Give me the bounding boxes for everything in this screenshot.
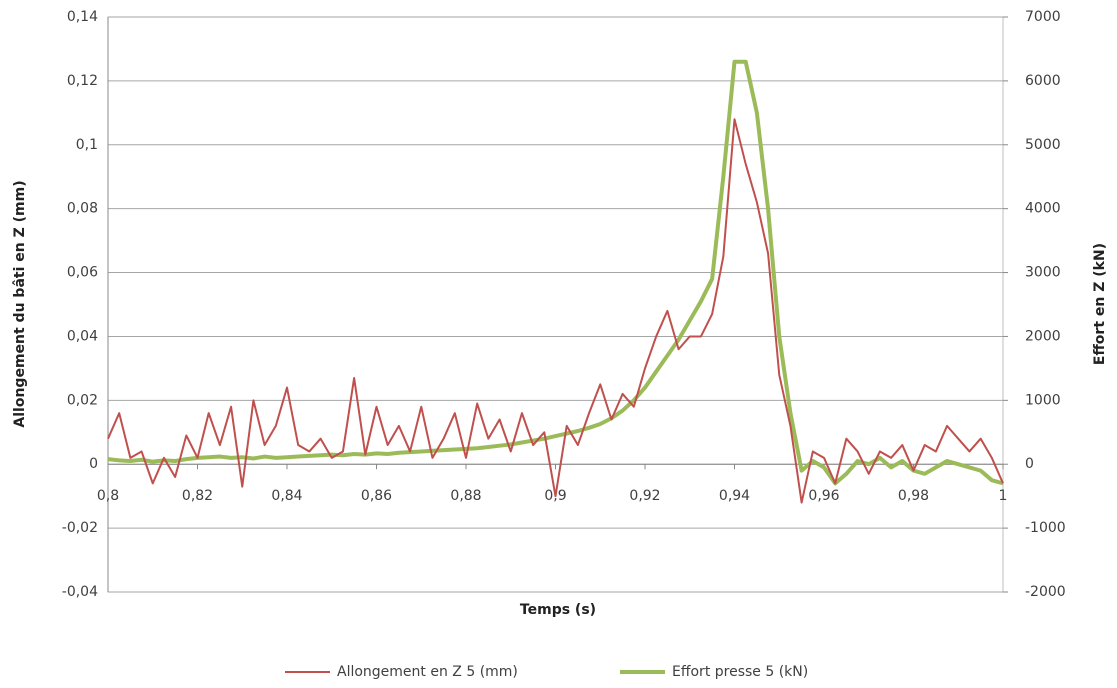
series-line <box>107 59 1004 486</box>
y2-tick-label: 6000 <box>1025 73 1061 89</box>
series-line <box>107 118 1004 504</box>
x-tick-label: 0,86 <box>361 488 392 504</box>
plot-area <box>107 16 1004 593</box>
y-tick-label: 0,06 <box>67 265 98 281</box>
legend-label: Allongement en Z 5 (mm) <box>337 664 518 680</box>
x-tick-label: 0,92 <box>629 488 660 504</box>
x-tick-label: 0,84 <box>271 488 302 504</box>
x-axis-title: Temps (s) <box>520 602 596 618</box>
y-tick-label: 0,12 <box>67 73 98 89</box>
x-tick-label: 0,88 <box>450 488 481 504</box>
y-tick-label: 0,08 <box>67 201 98 217</box>
y-axis-title: Allongement du bâti en Z (mm) <box>12 180 28 427</box>
x-tick-label: 0,98 <box>898 488 929 504</box>
x-tick-label: 0,8 <box>97 488 119 504</box>
x-tick-label: 0,96 <box>808 488 839 504</box>
y2-tick-label: 5000 <box>1025 137 1061 153</box>
y-tick-label: -0,02 <box>62 520 98 536</box>
legend-label: Effort presse 5 (kN) <box>672 664 808 680</box>
y2-tick-label: -2000 <box>1025 584 1066 600</box>
y2-axis-title: Effort en Z (kN) <box>1092 243 1108 365</box>
y2-tick-label: 3000 <box>1025 265 1061 281</box>
y2-tick-label: 4000 <box>1025 201 1061 217</box>
y2-tick-label: 2000 <box>1025 328 1061 344</box>
y2-tick-label: 7000 <box>1025 9 1061 25</box>
y-tick-label: 0,04 <box>67 328 98 344</box>
y-tick-label: 0 <box>89 456 98 472</box>
y2-tick-label: 1000 <box>1025 392 1061 408</box>
y-tick-label: 0,02 <box>67 392 98 408</box>
x-tick-label: 0,82 <box>182 488 213 504</box>
x-tick-label: 1 <box>999 488 1008 504</box>
x-tick-label: 0,94 <box>719 488 750 504</box>
y2-tick-label: -1000 <box>1025 520 1066 536</box>
y2-tick-label: 0 <box>1025 456 1034 472</box>
y-tick-label: -0,04 <box>62 584 98 600</box>
y-tick-label: 0,1 <box>76 137 98 153</box>
y-tick-label: 0,14 <box>67 9 98 25</box>
